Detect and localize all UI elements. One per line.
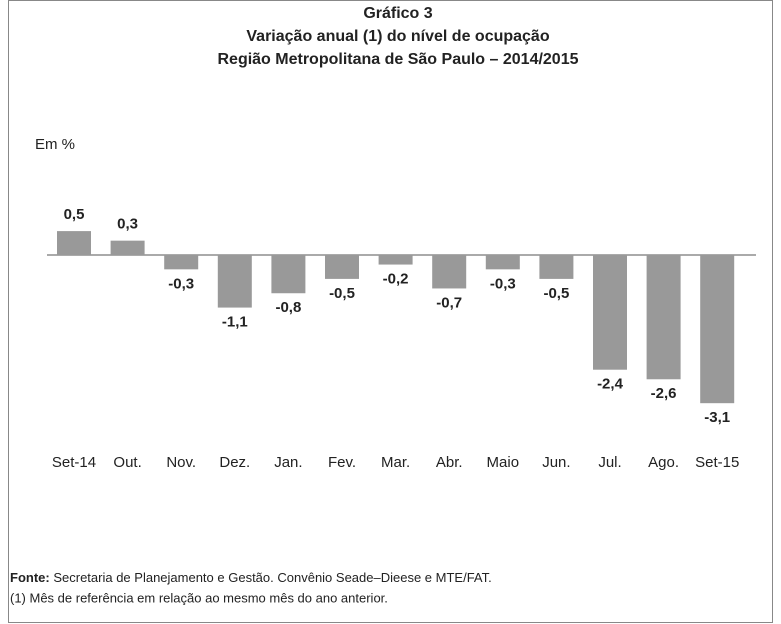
bar <box>164 255 199 270</box>
data-label: -0,2 <box>383 271 409 288</box>
chart-title: Região Metropolitana de São Paulo – 2014… <box>217 51 578 68</box>
bar <box>271 255 306 294</box>
x-tick-label: Jul. <box>598 454 621 471</box>
frame <box>8 0 773 623</box>
footnote: (1) Mês de referência em relação ao mesm… <box>10 590 388 605</box>
data-label: 0,3 <box>117 216 138 233</box>
source-text: Secretaria de Planejamento e Gestão. Con… <box>53 570 491 585</box>
bar <box>593 255 627 370</box>
data-label: -3,1 <box>704 409 730 426</box>
bar <box>325 255 359 279</box>
x-tick-label: Jan. <box>274 454 302 471</box>
bar <box>217 255 252 308</box>
x-tick-label: Abr. <box>436 454 463 471</box>
data-label: 0,5 <box>64 206 85 223</box>
data-label: -0,7 <box>436 294 462 311</box>
x-tick-label: Set-15 <box>695 454 739 471</box>
bar <box>378 255 413 265</box>
data-label: -0,3 <box>168 275 194 292</box>
x-tick-label: Ago. <box>648 454 679 471</box>
bar <box>539 255 574 279</box>
bar <box>700 255 735 404</box>
data-label: -0,5 <box>543 285 569 302</box>
x-tick-label: Nov. <box>166 454 196 471</box>
x-tick-label: Out. <box>113 454 141 471</box>
bar <box>485 255 520 270</box>
bar <box>432 255 467 289</box>
unit-label: Em % <box>35 136 75 153</box>
bar <box>57 231 91 255</box>
data-label: -2,6 <box>651 385 677 402</box>
data-label: -0,8 <box>275 299 301 316</box>
x-tick-label: Jun. <box>542 454 570 471</box>
data-label: -0,5 <box>329 285 355 302</box>
bar <box>110 240 145 255</box>
source: Fonte: Secretaria de Planejamento e Gest… <box>10 570 492 585</box>
x-tick-label: Fev. <box>328 454 356 471</box>
x-tick-label: Mar. <box>381 454 410 471</box>
bar <box>646 255 681 380</box>
source-label: Fonte: <box>10 570 50 585</box>
chart-title: Gráfico 3 <box>363 5 432 22</box>
x-tick-label: Set-14 <box>52 454 96 471</box>
data-label: -0,3 <box>490 275 516 292</box>
data-label: -2,4 <box>597 376 624 393</box>
x-tick-label: Dez. <box>219 454 250 471</box>
chart-title: Variação anual (1) do nível de ocupação <box>246 28 549 45</box>
x-tick-label: Maio <box>487 454 520 471</box>
data-label: -1,1 <box>222 314 248 331</box>
